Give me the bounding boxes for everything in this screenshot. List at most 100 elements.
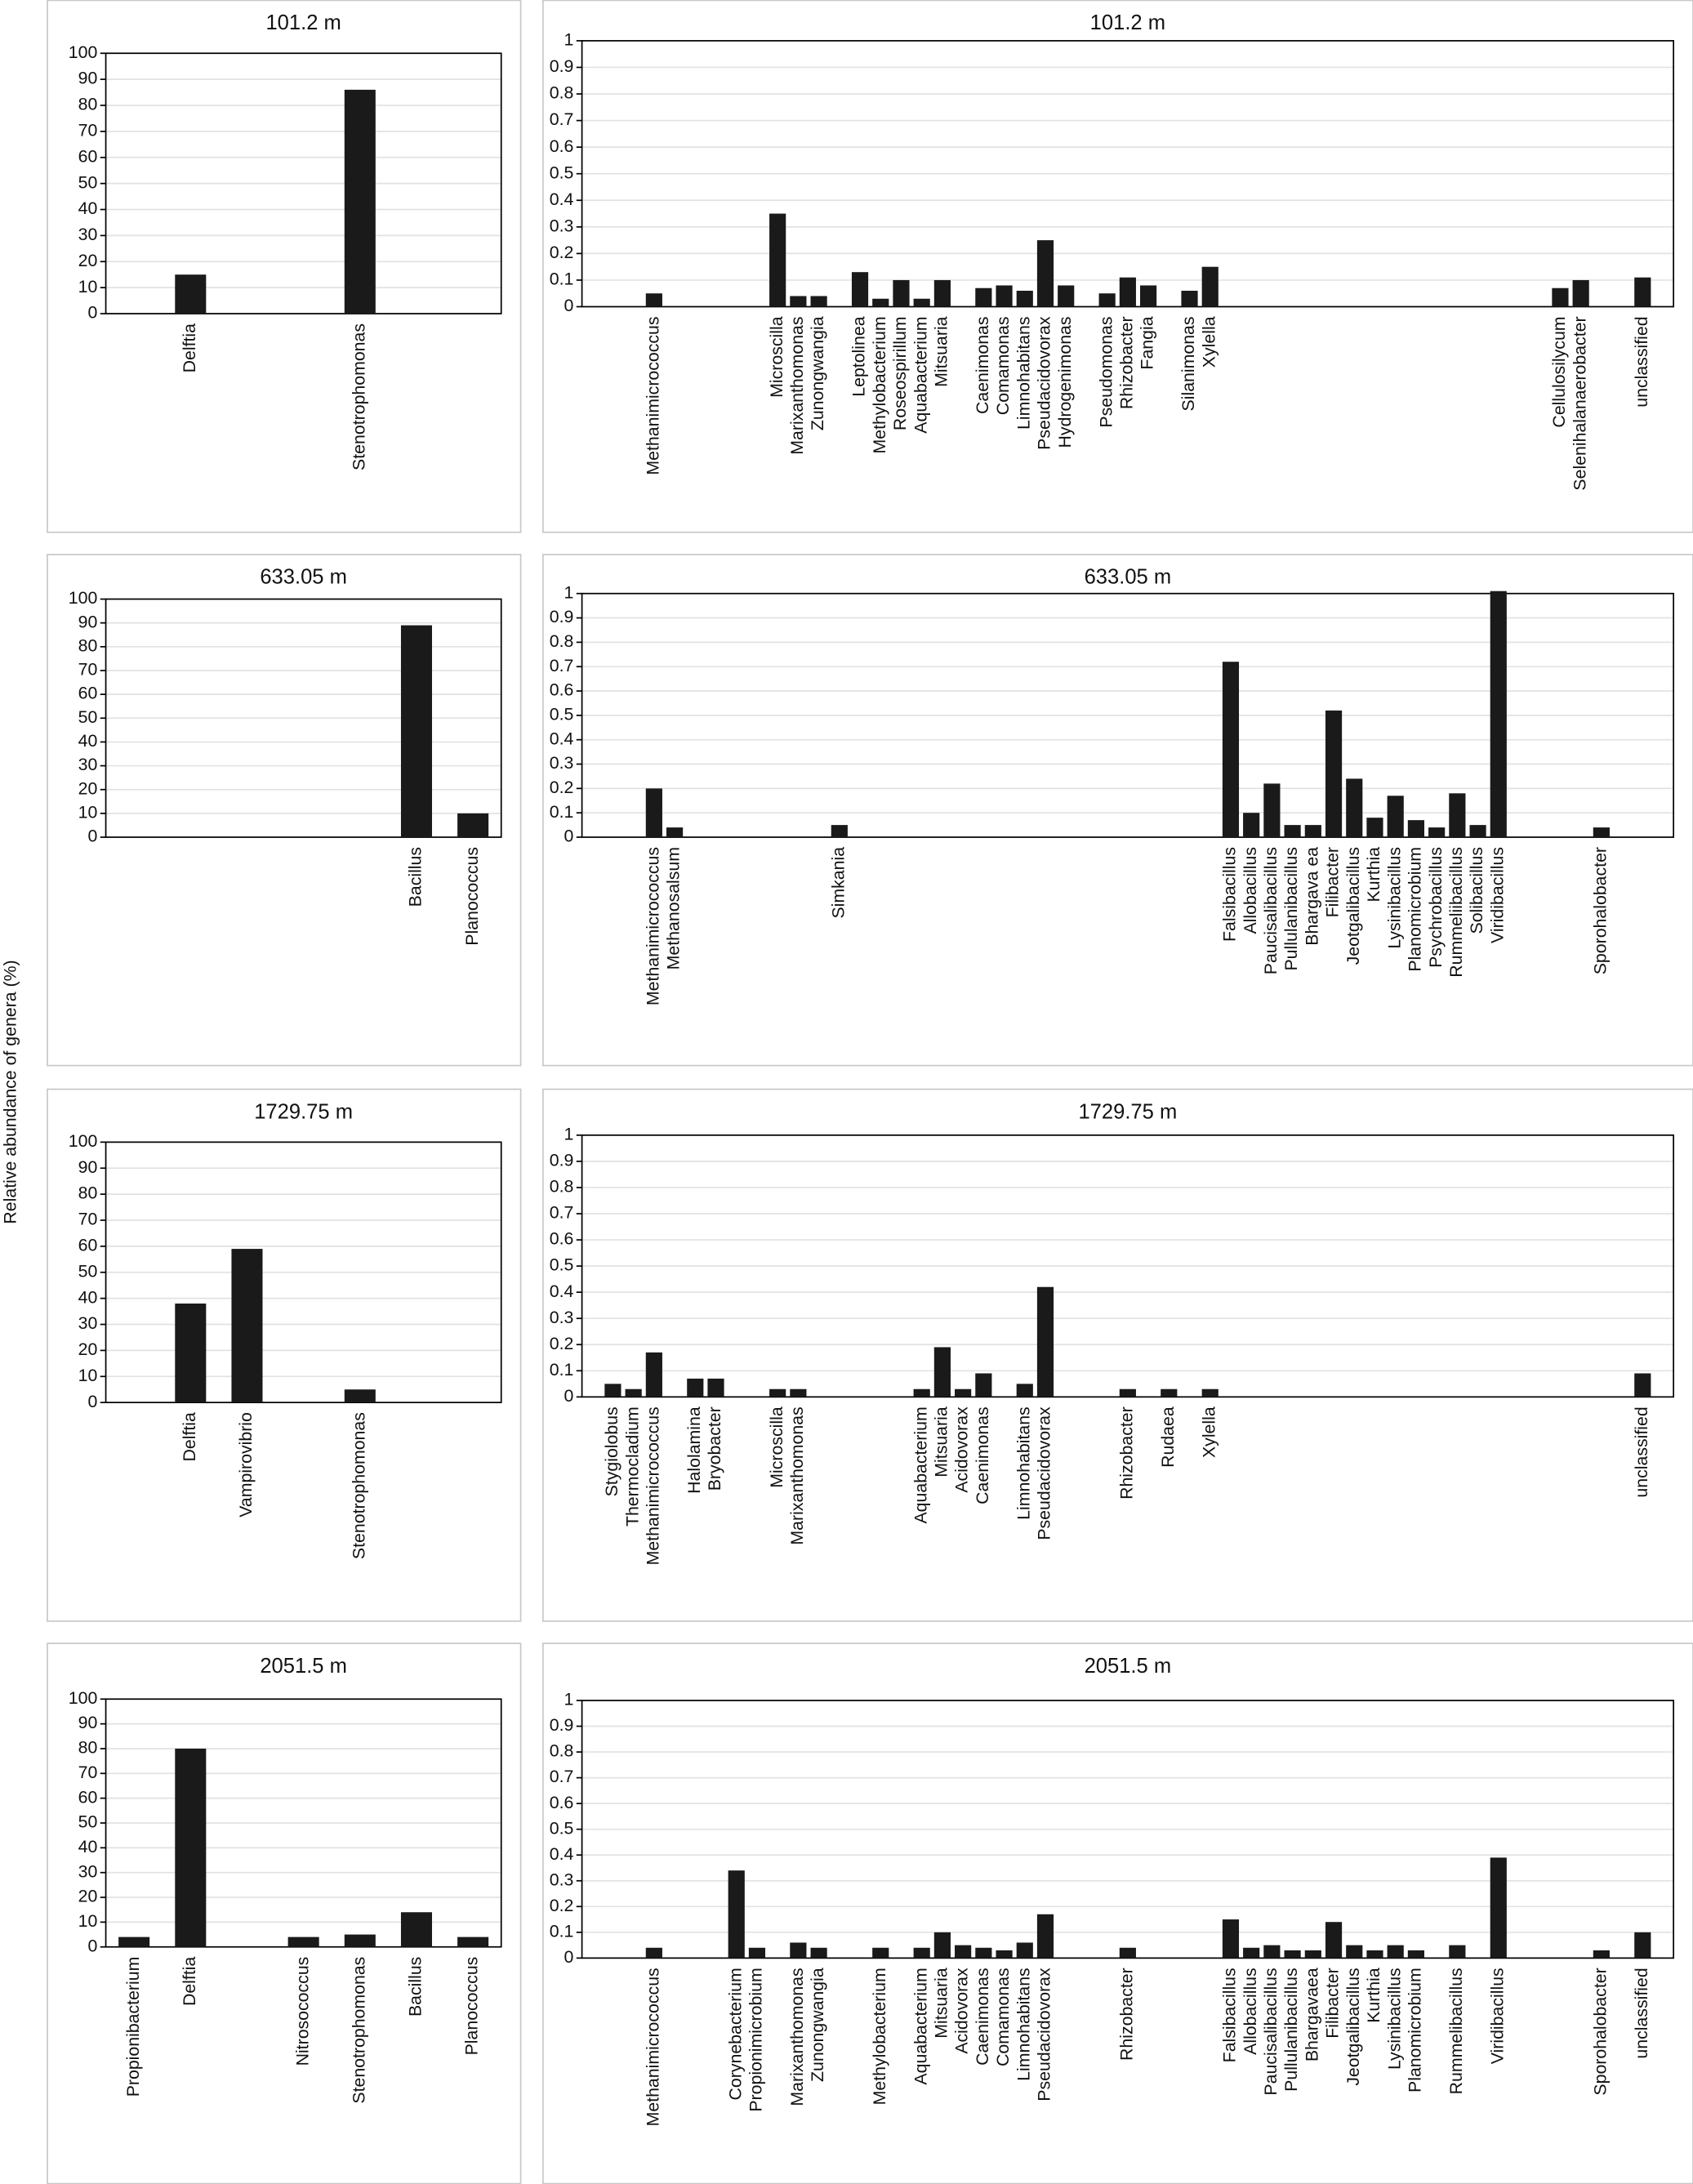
x-tick-label: Viridibacillus (1487, 1968, 1507, 2064)
x-tick-label: Filibacter (1323, 847, 1343, 917)
x-tick-label: Planococcus (462, 847, 482, 946)
x-tick-label: Rhizobacter (1116, 1968, 1136, 2061)
y-tick-label: 0.8 (550, 631, 574, 651)
y-tick-label: 40 (78, 1837, 98, 1856)
bar (604, 1384, 622, 1397)
y-tick-label: 0 (564, 1947, 574, 1967)
bar (1016, 290, 1033, 307)
bar (1119, 1388, 1136, 1397)
x-tick-label: Zunongwangia (808, 316, 827, 430)
y-tick-label: 40 (78, 198, 98, 218)
bar (400, 1912, 432, 1947)
bar (645, 1352, 662, 1397)
bar (1119, 1947, 1136, 1959)
bar (625, 1388, 642, 1397)
bar (810, 1947, 827, 1959)
y-tick-label: 1 (564, 30, 574, 50)
x-tick-label: Xylella (1199, 316, 1219, 368)
y-tick-label: 90 (78, 1713, 98, 1732)
bar (457, 1937, 489, 1947)
bar (1634, 1373, 1651, 1397)
x-tick-label: Pseudacidovorax (1035, 1968, 1054, 2102)
y-tick-label: 80 (78, 635, 98, 655)
bar (1036, 1914, 1054, 1959)
y-tick-label: 50 (78, 1812, 98, 1832)
y-tick-label: 30 (78, 755, 98, 774)
x-tick-label: Psychrobacillus (1426, 847, 1446, 968)
bar (810, 296, 827, 307)
y-tick-label: 0.6 (550, 1793, 574, 1812)
x-tick-label: Zunongwangia (808, 1968, 827, 2082)
bar (400, 625, 432, 838)
x-tick-label: unclassified (1632, 1406, 1651, 1497)
x-tick-label: Methanimicrococcus (643, 1406, 662, 1565)
y-tick-label: 0.7 (550, 1203, 574, 1223)
x-tick-label: Delftia (180, 1412, 199, 1462)
y-tick-label: 0.3 (550, 1870, 574, 1889)
chart-title: 101.2 m (265, 11, 341, 34)
y-tick-label: 0.1 (550, 270, 574, 289)
y-tick-label: 0.3 (550, 753, 574, 773)
x-tick-label: Aquabacterium (911, 316, 930, 433)
bar (913, 1388, 930, 1397)
chart-title: 633.05 m (1085, 566, 1172, 589)
bar (175, 274, 207, 314)
x-tick-label: Filibacter (1323, 1968, 1343, 2038)
y-tick-label: 0.9 (550, 1151, 574, 1170)
bar (1222, 1919, 1240, 1959)
x-tick-label: Sporohalobacter (1590, 1968, 1610, 2095)
y-tick-label: 60 (78, 146, 98, 166)
y-tick-label: 0 (87, 303, 97, 323)
y-tick-label: 0 (564, 296, 574, 315)
y-tick-label: 0.2 (550, 1334, 574, 1353)
bar (975, 1373, 992, 1397)
bar (769, 213, 786, 307)
y-tick-label: 0.2 (550, 243, 574, 262)
y-tick-label: 100 (69, 1131, 98, 1151)
x-tick-label: Pullulanibacillus (1281, 1968, 1301, 2092)
bar (1016, 1384, 1033, 1397)
bar (344, 89, 376, 314)
bar (1036, 1286, 1054, 1397)
y-tick-label: 0 (564, 827, 574, 846)
x-tick-label: Stenotrophomonas (349, 1957, 368, 2104)
y-tick-label: 0.5 (550, 163, 574, 182)
bar (1490, 1857, 1507, 1959)
x-tick-label: Marixanthomonas (787, 1406, 807, 1544)
panel-border (542, 1642, 1693, 2184)
bar (645, 788, 662, 838)
x-tick-label: Fangia (1138, 316, 1157, 369)
bar (1552, 287, 1569, 307)
x-tick-label: Jeotgalibacillus (1343, 1968, 1363, 2085)
x-tick-label: Viridibacillus (1487, 847, 1507, 943)
bar (1572, 279, 1589, 307)
chart-title: 2051.5 m (260, 1655, 347, 1678)
bar (1593, 1950, 1610, 1959)
bar (1346, 1945, 1363, 1959)
bar (1161, 1388, 1178, 1397)
bar (1407, 820, 1424, 838)
y-tick-label: 20 (78, 778, 98, 798)
x-tick-label: Microscilla (767, 316, 786, 398)
x-tick-label: Methanosalsum (664, 847, 684, 969)
x-tick-label: Pseudacidovorax (1035, 1406, 1054, 1540)
y-tick-label: 0.9 (550, 56, 574, 76)
x-tick-label: Marixanthomonas (787, 1968, 807, 2106)
x-tick-label: Bhargavaea (1302, 1968, 1321, 2061)
bar (872, 1947, 889, 1959)
x-tick-label: Propionimicrobium (746, 1968, 766, 2111)
bar (975, 287, 992, 307)
x-tick-label: Roseospirillum (890, 316, 910, 430)
y-tick-label: 0.4 (550, 729, 574, 748)
x-tick-label: Falsibacillus (1220, 1968, 1240, 2062)
x-tick-label: Leptolinea (849, 316, 869, 396)
bar (1222, 662, 1240, 838)
x-tick-label: Caenimonas (973, 1968, 992, 2066)
bar (1243, 813, 1260, 838)
y-tick-label: 100 (69, 588, 98, 608)
y-tick-label: 70 (78, 1210, 98, 1229)
bar (1325, 1922, 1343, 1959)
y-tick-label: 10 (78, 1911, 98, 1931)
x-tick-label: Limnohabitans (1014, 316, 1033, 430)
